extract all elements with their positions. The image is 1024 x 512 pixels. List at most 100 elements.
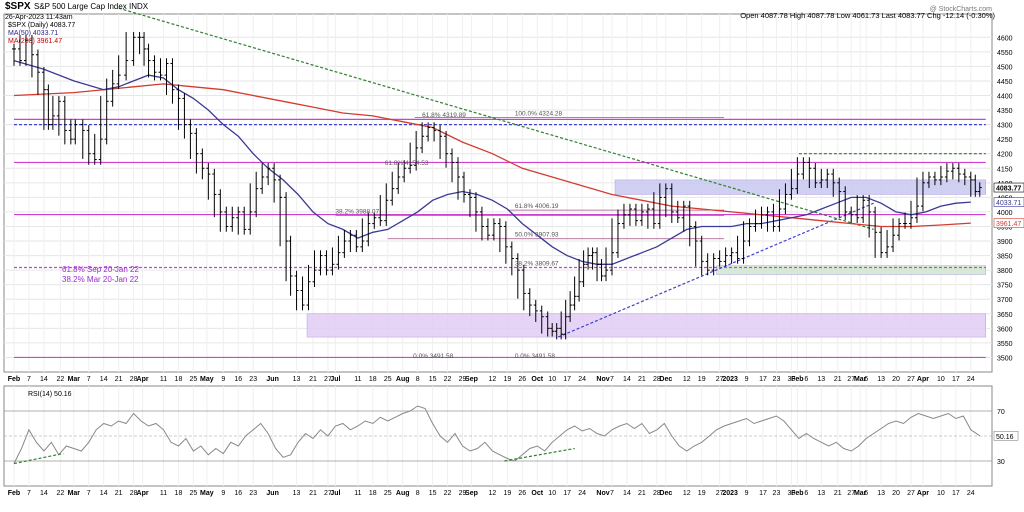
price-bar (843, 186, 848, 221)
price-bar (503, 221, 508, 264)
x-tick-label: 23 (249, 376, 257, 383)
x-tick-label: 8 (416, 376, 420, 383)
x-tick-label: 6 (804, 376, 808, 383)
y-tick-label: 3850 (997, 254, 1013, 261)
last-value-tag (993, 218, 1024, 228)
x-tick-label: Mar (854, 376, 867, 383)
price-bar (479, 206, 484, 241)
x-tick-label: 15 (429, 490, 437, 497)
price-bar (903, 212, 908, 229)
price-bar (426, 122, 431, 142)
price-bar (577, 259, 582, 302)
price-bar (789, 168, 794, 200)
ma50-line (13, 59, 971, 265)
zone-box (306, 313, 986, 338)
price-bar (284, 192, 289, 282)
price-bar (897, 218, 902, 241)
price-labels: 100.0% 4324.28 61.8% 4319.89 61.8% 4154.53… (335, 111, 1024, 360)
x-tick-label: 11 (354, 376, 361, 383)
fib-level-label: 61.8% 4319.89 (422, 112, 466, 119)
price-bar (867, 195, 872, 238)
price-bar (651, 192, 656, 229)
price-bar (938, 165, 943, 186)
price-bar (599, 259, 604, 282)
price-bar (188, 119, 193, 159)
x-tick-label: Oct (531, 490, 543, 497)
x-tick-label: 9 (221, 490, 225, 497)
price-bar (645, 203, 650, 229)
rsi-layer: 30507050.16 (4, 405, 1019, 466)
price-bar (962, 168, 967, 186)
price-bar (699, 235, 704, 276)
price-bar (861, 195, 866, 223)
x-axis: FebFeb7714142222MarMar77141421212828AprA… (8, 376, 975, 497)
price-bar (35, 49, 40, 95)
price-bar (855, 195, 860, 223)
fib-annotation: 61.8% Sep 20-Jan 22 38.2% Mar 20-Jan 22 (62, 265, 139, 284)
x-tick-label: 14 (100, 376, 108, 383)
rsi-last-tag (993, 430, 1019, 441)
price-bar (68, 119, 73, 145)
last-value-label: 4083.77 (996, 186, 1021, 193)
price-bar (300, 276, 305, 311)
price-bar (657, 183, 662, 229)
price-bar (539, 305, 544, 334)
price-bar (533, 299, 538, 322)
x-tick-label: 12 (683, 376, 691, 383)
price-bar (527, 288, 532, 317)
price-bar (909, 200, 913, 229)
price-bar (62, 96, 67, 145)
price-bar (278, 174, 283, 247)
price-bar (977, 182, 982, 197)
price-bar (604, 247, 609, 282)
price-bar (438, 125, 443, 159)
chart-date: 26-Apr-2023 11:43am (5, 14, 73, 21)
price-bar (563, 299, 568, 340)
zone-box (614, 179, 986, 195)
price-bar (759, 206, 764, 229)
price-bar (729, 247, 734, 264)
x-tick-label: Aug (396, 490, 410, 497)
price-bar (873, 206, 878, 258)
x-tick-label: 8 (416, 490, 420, 497)
x-tick-label: 20 (892, 490, 900, 497)
x-tick-label: 17 (759, 376, 767, 383)
x-tick-label: 18 (175, 376, 183, 383)
x-tick-label: Oct (531, 376, 543, 383)
x-tick-label: 27 (324, 490, 332, 497)
x-tick-label: 14 (40, 490, 48, 497)
price-bar (450, 148, 455, 183)
x-tick-label: May (200, 376, 214, 383)
x-tick-label: 7 (87, 490, 91, 497)
fib-level-label: 61.8% 4154.53 (385, 160, 429, 167)
price-bar (254, 171, 259, 218)
price-bar (23, 34, 28, 66)
price-bar (17, 34, 22, 66)
price-bar (747, 218, 752, 247)
x-tick-label: Feb (791, 376, 803, 383)
x-tick-label: 12 (489, 376, 497, 383)
x-tick-label: 21 (638, 376, 646, 383)
x-tick-label: 17 (759, 490, 767, 497)
price-bar (467, 189, 472, 218)
x-tick-label: Jul (330, 490, 340, 497)
x-tick-label: 25 (384, 376, 392, 383)
y-tick-label: 3650 (997, 312, 1013, 319)
price-bar (80, 119, 85, 159)
price-bar (973, 174, 978, 197)
x-tick-label: 22 (444, 490, 452, 497)
price-bar (590, 247, 595, 270)
price-bar (236, 206, 241, 235)
price-bar (615, 209, 620, 258)
price-bar (218, 189, 223, 232)
y-tick-label: 3900 (997, 239, 1013, 246)
last-value-tag (993, 182, 1024, 193)
fib-level-label: 38.2% 3988.07 (335, 208, 379, 215)
price-bar (675, 200, 680, 223)
x-tick-label: 21 (834, 376, 842, 383)
price-bar (248, 183, 253, 235)
price-bar (456, 157, 461, 200)
x-tick-label: 7 (610, 490, 614, 497)
price-bar (783, 183, 788, 215)
last-value-label: 3961.47 (996, 221, 1021, 228)
